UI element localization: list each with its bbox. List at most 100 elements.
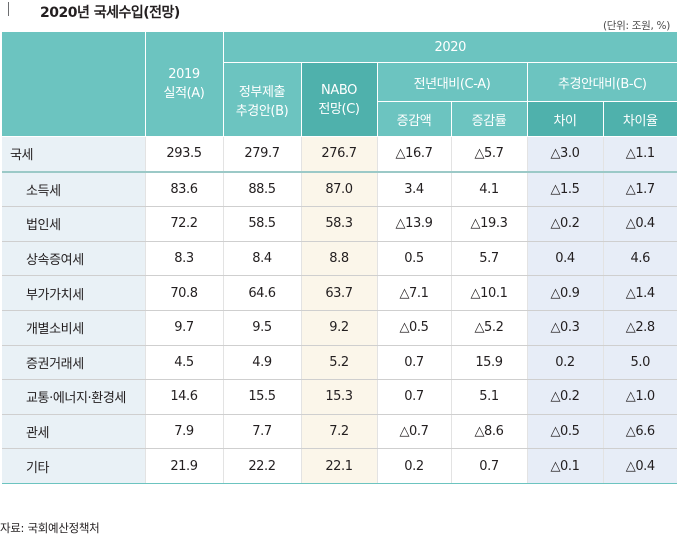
cell-yoy-amount: 0.2 — [376, 448, 451, 484]
row-label: 상속증여세 — [2, 241, 145, 277]
cell-2019: 9.7 — [144, 310, 223, 346]
cell-yoy-amount: 3.4 — [376, 171, 451, 208]
cell-nabo: 7.2 — [300, 414, 377, 450]
table-row: 교통·에너지·환경세 14.6 15.5 15.3 0.7 5.1 △0.2 △1.0 — [2, 379, 678, 415]
table-row: 증권거래세 4.5 4.9 5.2 0.7 15.9 0.2 5.0 — [2, 345, 678, 381]
cell-budget-rate: △2.8 — [602, 310, 678, 346]
cell-yoy-rate: 4.1 — [450, 171, 527, 208]
cell-yoy-amount: △0.7 — [376, 414, 451, 450]
cell-nabo: 8.8 — [300, 241, 377, 277]
table-title: 2020년 국세수입(전망) — [40, 5, 180, 21]
header-yoy-rate: 증감률 — [450, 101, 527, 137]
cell-budget-diff: △0.1 — [526, 448, 603, 484]
cell-yoy-rate: 5.7 — [450, 241, 527, 277]
cell-yoy-rate: △10.1 — [450, 275, 527, 311]
row-label: 교통·에너지·환경세 — [2, 379, 145, 415]
cell-budget-diff: △0.9 — [526, 275, 603, 311]
cell-nabo: 15.3 — [300, 379, 377, 415]
cell-yoy-rate: △19.3 — [450, 206, 527, 242]
table-row: 상속증여세 8.3 8.4 8.8 0.5 5.7 0.4 4.6 — [2, 241, 678, 277]
cell-yoy-rate: △5.7 — [450, 136, 527, 173]
cell-yoy-rate: 0.7 — [450, 448, 527, 484]
cell-yoy-amount: △0.5 — [376, 310, 451, 346]
header-budget-group: 추경안대비(B-C) — [526, 62, 678, 102]
table-row: 법인세 72.2 58.5 58.3 △13.9 △19.3 △0.2 △0.4 — [2, 206, 678, 242]
source-note: 자료: 국회예산정책처 — [0, 521, 100, 535]
cell-budget-diff: △0.3 — [526, 310, 603, 346]
cell-budget-diff: △0.2 — [526, 206, 603, 242]
cell-budget-diff: 0.2 — [526, 345, 603, 381]
cell-nabo: 9.2 — [300, 310, 377, 346]
cell-2019: 21.9 — [144, 448, 223, 484]
cell-budget-rate: △1.1 — [602, 136, 678, 173]
cell-yoy-amount: △16.7 — [376, 136, 451, 173]
table-body: 국세 293.5 279.7 276.7 △16.7 △5.7 △3.0 △1.1 소득세 83.… — [2, 136, 678, 484]
row-label: 기타 — [2, 448, 145, 484]
cell-yoy-rate: △5.2 — [450, 310, 527, 346]
cell-budget-diff: △3.0 — [526, 136, 603, 173]
table-row: 국세 293.5 279.7 276.7 △16.7 △5.7 △3.0 △1.1 — [2, 136, 678, 173]
table-row: 소득세 83.6 88.5 87.0 3.4 4.1 △1.5 △1.7 — [2, 171, 678, 208]
cell-yoy-amount: △13.9 — [376, 206, 451, 242]
cell-2019: 4.5 — [144, 345, 223, 381]
cell-nabo: 276.7 — [300, 136, 377, 173]
cell-nabo: 87.0 — [300, 171, 377, 208]
cell-2019: 8.3 — [144, 241, 223, 277]
unit-note: (단위: 조원, %) — [602, 20, 670, 32]
tax-revenue-table: 2019 실적(A) 2020 정부제출 추경안(B) NABO 전망(C) 전… — [2, 32, 678, 484]
cell-2019: 70.8 — [144, 275, 223, 311]
header-budget-rate: 차이율 — [602, 101, 678, 137]
cell-2019: 83.6 — [144, 171, 223, 208]
cell-gov: 58.5 — [222, 206, 301, 242]
table-row: 기타 21.9 22.2 22.1 0.2 0.7 △0.1 △0.4 — [2, 448, 678, 484]
title-bar: 2020년 국세수입(전망) (단위: 조원, %) — [0, 0, 680, 32]
cell-budget-diff: △1.5 — [526, 171, 603, 208]
cell-budget-diff: △0.2 — [526, 379, 603, 415]
table-row: 개별소비세 9.7 9.5 9.2 △0.5 △5.2 △0.3 △2.8 — [2, 310, 678, 346]
cell-budget-rate: △1.7 — [602, 171, 678, 208]
row-label: 국세 — [2, 136, 145, 173]
row-label: 소득세 — [2, 171, 145, 208]
cell-gov: 279.7 — [222, 136, 301, 173]
cell-gov: 7.7 — [222, 414, 301, 450]
cell-budget-rate: △6.6 — [602, 414, 678, 450]
cell-gov: 64.6 — [222, 275, 301, 311]
cell-budget-rate: 4.6 — [602, 241, 678, 277]
cell-yoy-amount: △7.1 — [376, 275, 451, 311]
cell-2019: 14.6 — [144, 379, 223, 415]
header-2020: 2020 — [222, 32, 678, 63]
cell-gov: 88.5 — [222, 171, 301, 208]
header-blank — [2, 32, 145, 137]
header-budget-diff: 차이 — [526, 101, 603, 137]
header-2019: 2019 실적(A) — [144, 32, 223, 137]
cell-budget-diff: △0.5 — [526, 414, 603, 450]
row-label: 개별소비세 — [2, 310, 145, 346]
header-yoy-amount: 증감액 — [376, 101, 451, 137]
cell-yoy-amount: 0.7 — [376, 345, 451, 381]
cell-budget-diff: 0.4 — [526, 241, 603, 277]
cell-budget-rate: 5.0 — [602, 345, 678, 381]
cell-gov: 22.2 — [222, 448, 301, 484]
cell-2019: 7.9 — [144, 414, 223, 450]
header-yoy-group: 전년대비(C-A) — [376, 62, 527, 102]
cell-yoy-rate: 5.1 — [450, 379, 527, 415]
cell-budget-rate: △0.4 — [602, 448, 678, 484]
row-label: 법인세 — [2, 206, 145, 242]
cell-gov: 4.9 — [222, 345, 301, 381]
cell-yoy-amount: 0.5 — [376, 241, 451, 277]
cell-nabo: 58.3 — [300, 206, 377, 242]
table-row: 부가가치세 70.8 64.6 63.7 △7.1 △10.1 △0.9 △1.4 — [2, 275, 678, 311]
header-gov-budget: 정부제출 추경안(B) — [222, 62, 301, 137]
table-row: 관세 7.9 7.7 7.2 △0.7 △8.6 △0.5 △6.6 — [2, 414, 678, 450]
cell-2019: 293.5 — [144, 136, 223, 173]
cell-gov: 15.5 — [222, 379, 301, 415]
cell-nabo: 5.2 — [300, 345, 377, 381]
cell-nabo: 63.7 — [300, 275, 377, 311]
cell-yoy-rate: 15.9 — [450, 345, 527, 381]
cell-budget-rate: △1.4 — [602, 275, 678, 311]
cell-budget-rate: △0.4 — [602, 206, 678, 242]
header-nabo: NABO 전망(C) — [300, 62, 377, 137]
cell-yoy-rate: △8.6 — [450, 414, 527, 450]
cell-gov: 8.4 — [222, 241, 301, 277]
row-label: 관세 — [2, 414, 145, 450]
